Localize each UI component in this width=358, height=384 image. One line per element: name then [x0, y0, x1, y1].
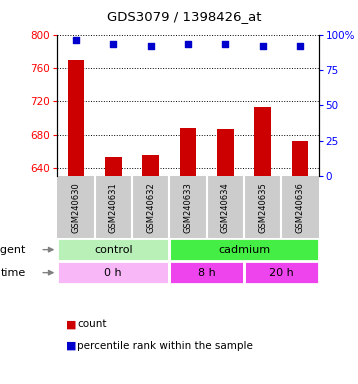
Text: time: time	[1, 268, 26, 278]
Point	[185, 41, 191, 48]
Text: 0 h: 0 h	[105, 268, 122, 278]
Point	[297, 43, 303, 49]
Bar	[68, 60, 84, 176]
Text: GDS3079 / 1398426_at: GDS3079 / 1398426_at	[107, 10, 262, 23]
Bar	[57, 261, 169, 284]
Text: GSM240632: GSM240632	[146, 182, 155, 233]
Bar	[57, 238, 169, 261]
Text: GSM240635: GSM240635	[258, 182, 267, 233]
Point	[222, 41, 228, 48]
Bar	[254, 107, 271, 176]
Bar	[244, 261, 319, 284]
Bar	[180, 128, 196, 176]
Bar	[217, 129, 234, 176]
Text: ■: ■	[66, 341, 77, 351]
Text: control: control	[94, 245, 132, 255]
Point	[110, 41, 116, 48]
Text: GSM240631: GSM240631	[109, 182, 118, 233]
Text: GSM240633: GSM240633	[183, 182, 193, 233]
Text: 8 h: 8 h	[198, 268, 216, 278]
Text: percentile rank within the sample: percentile rank within the sample	[77, 341, 253, 351]
Point	[148, 43, 154, 49]
Text: 20 h: 20 h	[269, 268, 294, 278]
Text: agent: agent	[0, 245, 26, 255]
Bar	[169, 238, 319, 261]
Bar	[291, 141, 308, 176]
Bar	[142, 156, 159, 176]
Text: GSM240634: GSM240634	[221, 182, 230, 233]
Bar	[169, 261, 244, 284]
Text: GSM240630: GSM240630	[72, 182, 81, 233]
Text: count: count	[77, 319, 106, 329]
Text: ■: ■	[66, 319, 77, 329]
Text: cadmium: cadmium	[218, 245, 270, 255]
Bar	[105, 157, 122, 176]
Text: GSM240636: GSM240636	[295, 182, 304, 233]
Point	[260, 43, 266, 49]
Point	[73, 37, 79, 43]
